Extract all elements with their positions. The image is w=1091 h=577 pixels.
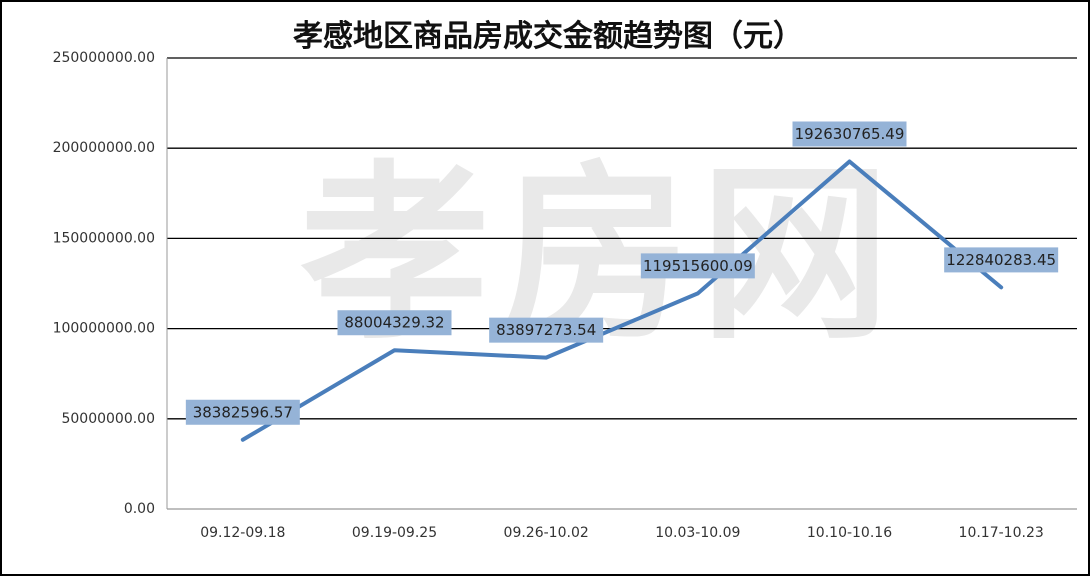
value-label: 122840283.45	[946, 251, 1056, 269]
x-tick-label: 09.26-10.02	[504, 525, 589, 541]
y-tick-label: 150000000.00	[53, 230, 155, 246]
chart-title: 孝感地区商品房成交金额趋势图（元）	[293, 19, 803, 54]
value-label: 119515600.09	[643, 257, 753, 275]
x-tick-label: 10.03-10.09	[655, 525, 740, 541]
value-label: 38382596.57	[193, 403, 293, 421]
value-label-box	[185, 399, 300, 425]
y-tick-label: 250000000.00	[53, 50, 155, 66]
y-tick-label: 0.00	[124, 501, 155, 517]
x-tick-label: 10.10-10.16	[807, 525, 892, 541]
data-line	[240, 159, 1004, 442]
value-label-box	[640, 253, 755, 279]
x-tick-label: 10.17-10.23	[959, 525, 1044, 541]
value-label: 192630765.49	[795, 125, 905, 143]
value-label-box	[944, 247, 1059, 273]
y-tick-label: 50000000.00	[61, 411, 155, 427]
y-tick-label: 100000000.00	[53, 321, 155, 337]
x-tick-label: 09.19-09.25	[352, 525, 437, 541]
x-tick-label: 09.12-09.18	[200, 525, 285, 541]
value-label-box	[337, 310, 452, 336]
y-tick-label: 200000000.00	[53, 140, 155, 156]
value-label-box	[489, 317, 604, 343]
value-label: 88004329.32	[344, 314, 444, 332]
value-label: 83897273.54	[496, 321, 596, 339]
value-label-box	[792, 121, 907, 147]
